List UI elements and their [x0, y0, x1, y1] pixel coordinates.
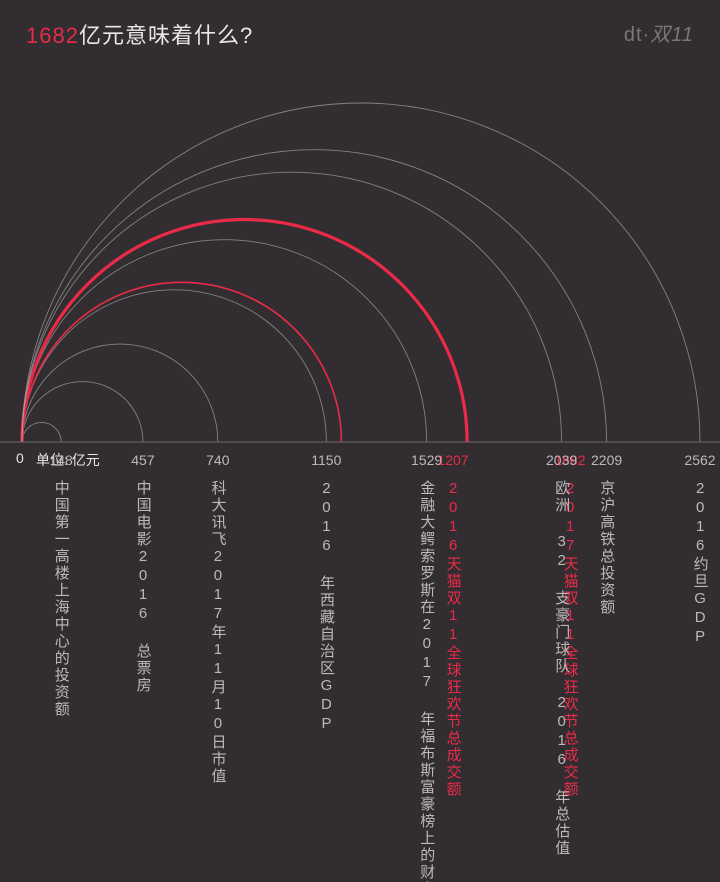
value-label-2209: 2209: [591, 452, 622, 468]
desc-label-2562: 2016约旦GDP: [691, 480, 708, 647]
arc-457: [22, 382, 143, 442]
value-label-457: 457: [131, 452, 154, 468]
value-label-740: 740: [206, 452, 229, 468]
value-label-148: 148: [49, 452, 72, 468]
arc-1529: [22, 240, 427, 442]
arc-1150: [22, 290, 326, 442]
arc-740: [22, 344, 218, 442]
value-label-2562: 2562: [684, 452, 715, 468]
desc-label-2209: 京沪高铁总投资额: [598, 480, 615, 616]
value-label-1150: 1150: [311, 452, 341, 468]
value-label-1529: 1529: [411, 452, 442, 468]
desc-label-457: 中国电影2016 总票房: [134, 480, 151, 694]
desc-label-740: 科大讯飞2017年11月10日市值: [209, 480, 226, 785]
desc-label-2039: 欧洲 32 支豪门球队 2016 年总估值: [553, 480, 570, 857]
infographic-root: { "title_highlight": "1682", "title_rest…: [0, 0, 720, 882]
desc-label-1207: 2016天猫双11全球狂欢节总成交额: [444, 480, 461, 798]
axis-zero-label: 0: [16, 450, 24, 466]
arc-148: [22, 422, 61, 442]
value-label-2039: 2039: [546, 452, 577, 468]
desc-label-148: 中国第一高楼上海中心的投资额: [53, 480, 70, 718]
desc-label-1529: 金融大鳄索罗斯在2017 年福布斯富豪榜上的财富总额: [418, 480, 435, 882]
arc-chart: [0, 0, 720, 882]
arc-1682: [22, 220, 467, 442]
arcs-group: [22, 103, 700, 442]
desc-label-1150: 2016 年西藏自治区GDP: [318, 480, 335, 734]
